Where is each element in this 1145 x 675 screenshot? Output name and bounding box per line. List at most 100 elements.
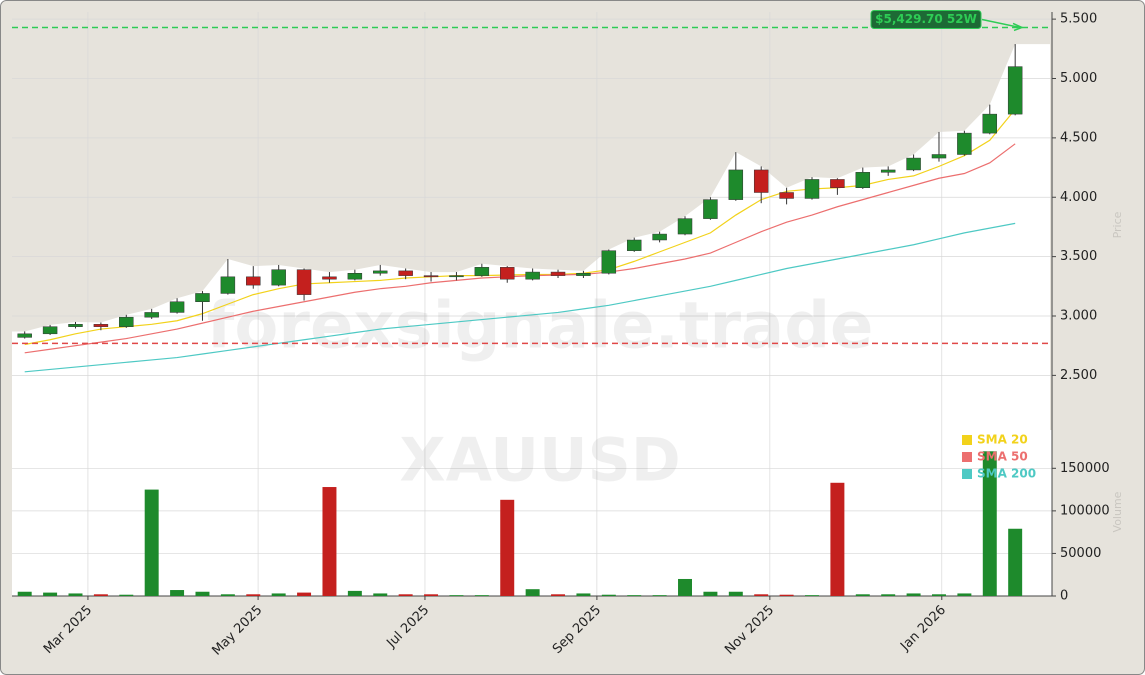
- y2-tick-label: 0: [1060, 589, 1068, 604]
- y-tick-label: 3.000: [1060, 309, 1097, 324]
- volume-bar: [500, 499, 515, 596]
- y-label: Price: [1111, 211, 1124, 238]
- sma-line: [24, 108, 1016, 346]
- volume-bar: [1008, 528, 1023, 596]
- legend-label: SMA 200: [977, 467, 1036, 481]
- level-label-box: [870, 9, 982, 29]
- candle-body: [906, 157, 921, 171]
- candle-body: [119, 316, 134, 327]
- candle-body: [931, 154, 947, 159]
- volume-panel: [12, 430, 1052, 596]
- volume-bar: [93, 594, 108, 596]
- volume-bar: [449, 595, 464, 596]
- volume-bar: [271, 593, 286, 596]
- legend-swatch: [962, 435, 972, 445]
- candle-body: [703, 199, 718, 219]
- volume-bar: [703, 591, 718, 596]
- layer: 2.500 3.000 3.500 4.000 4.500 5.000 5.500 0 5000…: [12, 9, 1124, 659]
- volume-bar: [246, 594, 261, 596]
- volume-bar: [982, 451, 997, 596]
- volume-bar: [754, 594, 769, 596]
- candle-body: [982, 113, 998, 134]
- candle-body: [474, 267, 490, 276]
- candle-body: [68, 324, 83, 327]
- volume-bar: [398, 594, 413, 596]
- watermark: forexsignale.trade: [207, 290, 874, 364]
- volume-bar: [347, 590, 362, 596]
- volume-bar: [220, 594, 235, 596]
- watermark-symbol: XAUUSD: [399, 426, 680, 496]
- volume-bar: [830, 482, 845, 596]
- volume-bar: [525, 589, 540, 596]
- volume-bar: [424, 594, 439, 596]
- y-tick-label: 4.500: [1060, 130, 1097, 145]
- candle-body: [271, 269, 286, 286]
- volume-bar: [957, 593, 972, 596]
- candle-body: [220, 276, 236, 294]
- volume-bar: [373, 593, 388, 596]
- volume-bar: [68, 593, 83, 596]
- volume-bar: [728, 591, 743, 596]
- volume-bar: [779, 594, 794, 596]
- volume-bar: [195, 591, 210, 596]
- y-tick-label: 2.500: [1060, 368, 1097, 383]
- candle-body: [322, 276, 337, 280]
- candle-body: [652, 233, 667, 241]
- y-tick-label: 5.500: [1060, 12, 1097, 27]
- volume-bar: [652, 595, 667, 596]
- volume-bar: [297, 592, 312, 596]
- y-tick-label: 4.000: [1060, 190, 1097, 205]
- candle-body: [1007, 66, 1023, 115]
- legend-swatch: [962, 452, 972, 462]
- candle-body: [449, 275, 464, 278]
- volume-bar: [551, 594, 566, 596]
- candle-body: [500, 267, 515, 280]
- y2-tick-label: 100000: [1060, 503, 1110, 518]
- candle-body: [42, 326, 58, 335]
- volume-bar: [17, 591, 32, 596]
- y-tick-label: 5.000: [1060, 71, 1097, 86]
- candle-body: [855, 172, 871, 188]
- volume-bar: [474, 595, 489, 596]
- candle-body: [830, 179, 845, 188]
- candle-body: [398, 270, 413, 276]
- candle-body: [804, 179, 820, 199]
- candle-body: [296, 269, 312, 295]
- candle-body: [525, 271, 540, 280]
- candle-body: [626, 239, 642, 251]
- candle-body: [779, 192, 794, 199]
- candle-body: [347, 273, 363, 280]
- candle-body: [373, 270, 388, 274]
- volume-bar: [932, 594, 946, 596]
- candle-body: [550, 271, 566, 276]
- candle-body: [144, 312, 159, 318]
- y-tick-label: 3.500: [1060, 249, 1097, 264]
- level-label: $5,429.70 52W: [875, 12, 977, 26]
- candle-body: [93, 324, 109, 327]
- volume-bar: [119, 594, 134, 596]
- volume-bar: [601, 594, 616, 596]
- candle-body: [195, 293, 210, 302]
- legend-label: SMA 20: [977, 433, 1028, 447]
- candle-body: [880, 169, 896, 173]
- candle-body: [169, 301, 185, 313]
- candle-body: [246, 276, 261, 286]
- volume-bar: [881, 594, 896, 596]
- candle-body: [957, 132, 972, 155]
- volume-bar: [805, 595, 819, 596]
- volume-bar: [322, 487, 337, 596]
- volume-bar: [906, 593, 921, 596]
- y2-tick-label: 150000: [1060, 461, 1110, 476]
- price-area: [12, 44, 1050, 430]
- candle-body: [728, 169, 744, 200]
- volume-bar: [627, 595, 642, 596]
- candle-body: [677, 218, 693, 235]
- level-arrow: [981, 18, 1024, 32]
- volume-bar: [43, 592, 58, 596]
- y2-tick-label: 50000: [1060, 546, 1101, 561]
- volume-bar: [144, 489, 159, 596]
- volume-bar: [576, 593, 591, 596]
- candle-body: [423, 275, 439, 278]
- sma-line: [24, 222, 1016, 373]
- sma-line: [24, 143, 1016, 354]
